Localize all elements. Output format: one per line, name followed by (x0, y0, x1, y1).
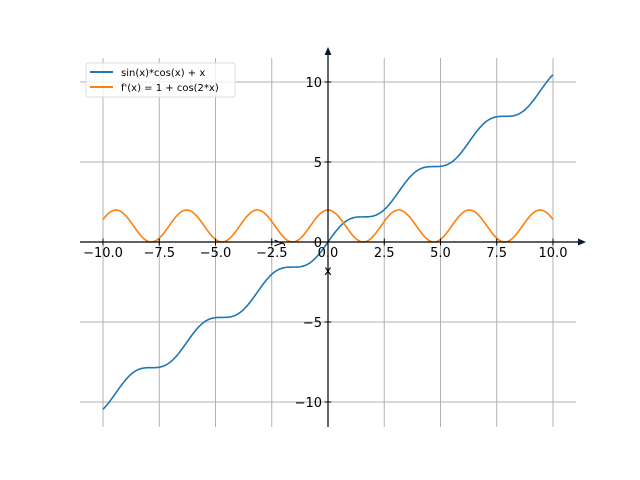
x-tick-label: −10.0 (83, 246, 123, 261)
x-axis-label: x (324, 264, 332, 279)
y-tick-label: 0 (314, 236, 322, 251)
y-tick-label: −5 (303, 316, 322, 331)
y-axis-arrow-icon (324, 47, 332, 55)
y-tick-label: 10 (305, 76, 322, 91)
x-tick-label: −7.5 (143, 246, 175, 261)
x-tick-label: −5.0 (200, 246, 232, 261)
legend-box (85, 62, 236, 98)
x-tick-label: 7.5 (486, 246, 507, 261)
x-tick-label: 0.0 (318, 246, 339, 261)
x-tick-label: 10.0 (539, 246, 568, 261)
y-axis-label: y (271, 239, 286, 247)
legend-label-series-2: f'(x) = 1 + cos(2*x) (121, 83, 219, 94)
y-tick-label: 5 (314, 156, 322, 171)
x-tick-label: 5.0 (430, 246, 451, 261)
x-axis-arrow-icon (578, 238, 586, 246)
legend: sin(x)*cos(x) + x f'(x) = 1 + cos(2*x) (85, 62, 236, 98)
legend-label-series-1: sin(x)*cos(x) + x (121, 68, 205, 79)
x-tick-label: −2.5 (256, 246, 288, 261)
x-tick-label: 2.5 (374, 246, 395, 261)
y-tick-label: −10 (295, 396, 322, 411)
